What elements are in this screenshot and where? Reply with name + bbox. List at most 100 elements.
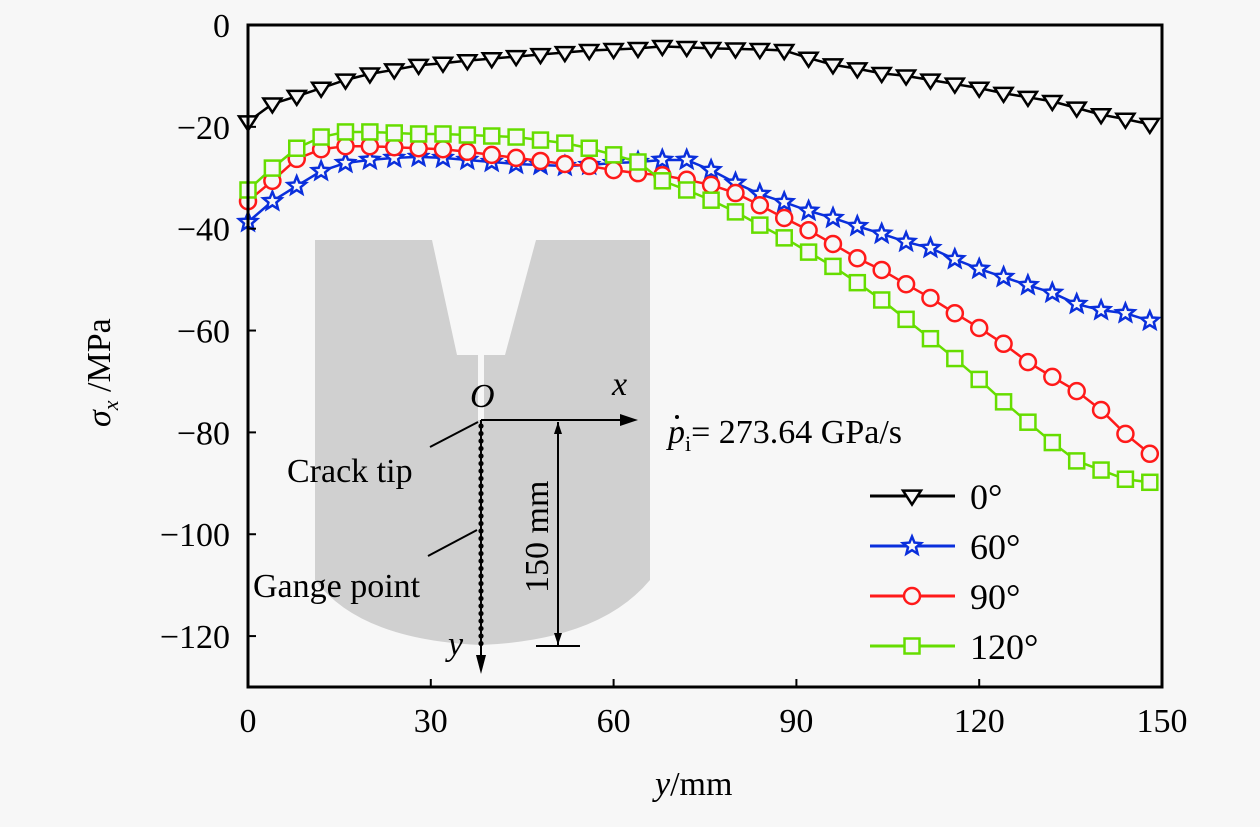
- data-point: [287, 139, 306, 157]
- data-point: [626, 41, 650, 60]
- data-point: [921, 329, 940, 348]
- gauge-point: [478, 475, 484, 482]
- data-point: [992, 86, 1015, 105]
- gauge-point: [478, 498, 484, 504]
- data-point: [382, 145, 407, 169]
- data-point: [309, 81, 333, 100]
- inset-x-label: x: [611, 366, 627, 403]
- gauge-point: [478, 520, 484, 527]
- data-point: [333, 150, 358, 174]
- legend-label: 90°: [970, 577, 1020, 617]
- data-point: [675, 40, 699, 59]
- data-point: [458, 126, 477, 144]
- legend-marker: [902, 586, 922, 606]
- dimension-arrow-bottom: [554, 633, 562, 645]
- gauge-point: [478, 595, 484, 602]
- data-point: [1043, 367, 1062, 387]
- data-point: [967, 81, 991, 100]
- data-point: [970, 370, 988, 389]
- data-point: [869, 221, 894, 245]
- data-point: [602, 42, 625, 61]
- data-point: [604, 146, 623, 164]
- data-point: [750, 196, 770, 215]
- gauge-points: [478, 423, 484, 647]
- data-point: [629, 153, 647, 171]
- data-point: [1040, 280, 1065, 304]
- data-point: [946, 349, 964, 368]
- gauge-point: [478, 588, 484, 594]
- legend-label: 0°: [970, 477, 1002, 517]
- data-point: [724, 42, 747, 60]
- data-point: [994, 393, 1013, 411]
- legend-marker: [899, 533, 925, 557]
- series-120deg: [239, 123, 1159, 492]
- gauge-point: [478, 603, 484, 609]
- x-axis-title-var: y: [652, 766, 671, 803]
- series-line: [247, 45, 1151, 126]
- data-point: [434, 125, 452, 143]
- data-point: [1041, 94, 1064, 113]
- legend-marker: [903, 637, 921, 655]
- data-point: [357, 147, 383, 171]
- inset-y-label: y: [445, 626, 464, 663]
- data-point: [896, 274, 916, 294]
- data-point: [772, 43, 796, 62]
- data-point: [1141, 473, 1159, 492]
- data-point: [799, 220, 818, 240]
- gauge-point: [478, 535, 484, 542]
- data-point: [382, 63, 406, 81]
- x-tick-label: 120: [954, 703, 1005, 740]
- gauge-point: [478, 505, 484, 512]
- x-axis-arrowhead: [620, 414, 638, 426]
- data-point: [872, 260, 891, 280]
- data-point: [848, 273, 867, 292]
- data-point: [870, 66, 894, 85]
- data-point: [312, 128, 330, 146]
- plot-frame: [246, 23, 1164, 689]
- data-point: [897, 310, 915, 329]
- data-point: [529, 47, 552, 66]
- loading-rate-text: = 273.64 GPa/s: [691, 414, 902, 451]
- legend: 0° 60° 90° 120°: [870, 477, 1038, 667]
- data-point: [284, 173, 309, 197]
- data-point: [893, 229, 919, 253]
- y-tick-label: −20: [177, 110, 230, 147]
- x-tick-label: 0: [240, 703, 257, 740]
- gauge-point: [478, 640, 484, 647]
- data-point: [1138, 117, 1162, 136]
- data-point: [308, 158, 334, 182]
- data-point: [702, 191, 720, 209]
- gauge-point: [478, 543, 484, 549]
- axis-ticks: [247, 24, 1163, 687]
- gauge-point: [478, 483, 484, 489]
- data-point: [531, 151, 550, 171]
- x-tick-label: 90: [779, 703, 813, 740]
- data-point: [1015, 272, 1041, 296]
- data-point: [797, 51, 820, 69]
- gauge-point: [478, 573, 484, 579]
- data-point: [918, 235, 943, 259]
- data-point: [919, 73, 942, 91]
- data-point: [504, 49, 528, 68]
- data-point: [431, 56, 455, 75]
- data-point: [796, 198, 821, 222]
- data-point: [409, 125, 428, 143]
- data-point: [991, 264, 1016, 288]
- data-point: [385, 124, 403, 142]
- data-point: [1116, 470, 1135, 488]
- data-point: [1091, 400, 1111, 420]
- data-point: [604, 160, 623, 180]
- loading-rate-annotation: pi= 273.64 GPa/s: [666, 414, 902, 456]
- data-point: [334, 73, 357, 91]
- gauge-point: [478, 513, 484, 519]
- data-point: [921, 288, 940, 308]
- data-point: [1088, 297, 1114, 321]
- data-point: [433, 140, 453, 159]
- x-tick-label: 30: [414, 703, 448, 740]
- data-point: [701, 175, 721, 195]
- data-point: [506, 148, 526, 168]
- data-point: [994, 334, 1013, 354]
- x-axis-title: y/mm: [652, 766, 732, 803]
- data-point: [823, 234, 843, 254]
